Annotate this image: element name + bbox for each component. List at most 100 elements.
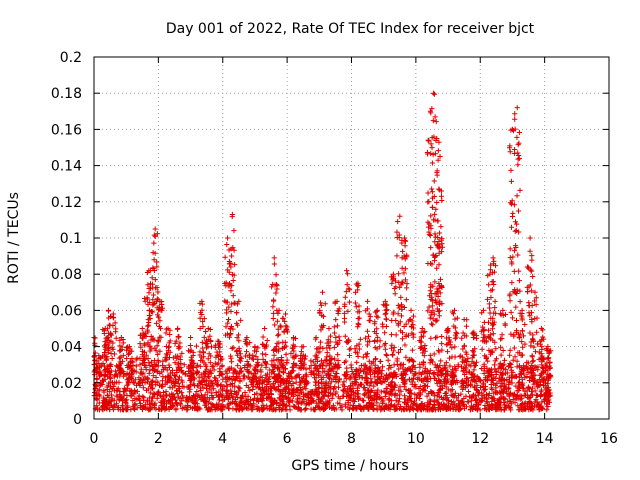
data-point [239,392,246,398]
data-point [333,334,339,341]
data-point [537,381,543,388]
data-point [200,350,206,356]
data-point [375,387,381,393]
data-point [450,378,456,384]
data-point [361,385,367,391]
data-point [221,384,227,390]
data-point [211,375,218,381]
data-point [197,363,203,370]
data-point [231,247,237,253]
data-point [530,365,536,372]
data-point [313,353,320,359]
data-point [507,352,513,358]
data-point [477,407,483,413]
data-point [501,361,507,367]
data-point [367,371,374,378]
data-point [117,337,123,343]
data-point [361,391,367,397]
data-point [312,379,318,385]
data-point [160,395,166,401]
data-point [378,389,384,395]
data-point [544,407,550,413]
data-point [507,254,513,261]
data-point [366,406,372,412]
data-point [289,388,296,394]
data-point [171,394,178,401]
data-point [108,392,115,398]
data-point [250,356,257,363]
data-point [186,389,193,395]
data-point [107,372,114,378]
data-point [140,385,146,391]
data-point [516,268,522,274]
data-point [246,363,252,369]
data-point [449,377,455,383]
data-point [235,363,241,369]
data-point [214,392,220,398]
data-point [489,371,495,378]
data-point [334,298,340,304]
data-point [536,401,542,407]
data-point [283,402,289,408]
data-point [530,337,536,343]
data-point [324,340,330,346]
data-point [479,328,485,334]
data-point [321,392,328,398]
data-point [492,366,498,372]
data-point [267,374,273,380]
data-point [507,347,513,353]
data-point [513,328,520,334]
data-point [126,376,132,383]
data-point [428,312,434,318]
data-point [290,334,297,341]
data-point [331,344,337,351]
data-point [144,375,150,381]
data-point [343,375,349,381]
data-point [545,355,552,361]
data-point [397,392,403,398]
data-point [500,312,506,318]
data-point [438,249,445,255]
data-point [349,388,355,394]
data-point [228,387,234,393]
data-point [307,365,313,371]
data-point [404,399,410,405]
data-point [272,362,278,368]
data-point [424,393,430,399]
data-point [464,369,470,375]
data-point [252,367,259,374]
y-tick-label: 0.08 [51,267,82,283]
data-point [393,317,399,324]
data-point [348,396,354,402]
data-point [461,357,467,363]
data-point [434,135,440,142]
data-point [429,303,435,309]
x-tick-label: 16 [600,431,618,447]
data-point [181,362,187,368]
data-point [488,377,494,383]
data-point [291,348,297,354]
data-point [227,283,233,289]
data-point [116,362,123,368]
data-point [453,380,459,386]
data-point [439,197,445,204]
data-point [410,313,417,319]
data-point [482,335,488,341]
data-point [126,350,132,356]
data-point [431,351,437,357]
data-point [438,223,444,230]
data-point [512,289,518,295]
data-point [120,352,126,359]
data-point [530,358,536,364]
data-point [409,347,415,353]
data-point [335,394,341,400]
data-point [276,372,282,378]
data-point [291,404,297,410]
data-point [344,365,350,371]
data-point [379,399,386,405]
data-point [160,389,167,396]
data-point [470,392,477,398]
data-point [540,334,546,340]
data-point [152,300,158,306]
data-point [367,314,373,320]
